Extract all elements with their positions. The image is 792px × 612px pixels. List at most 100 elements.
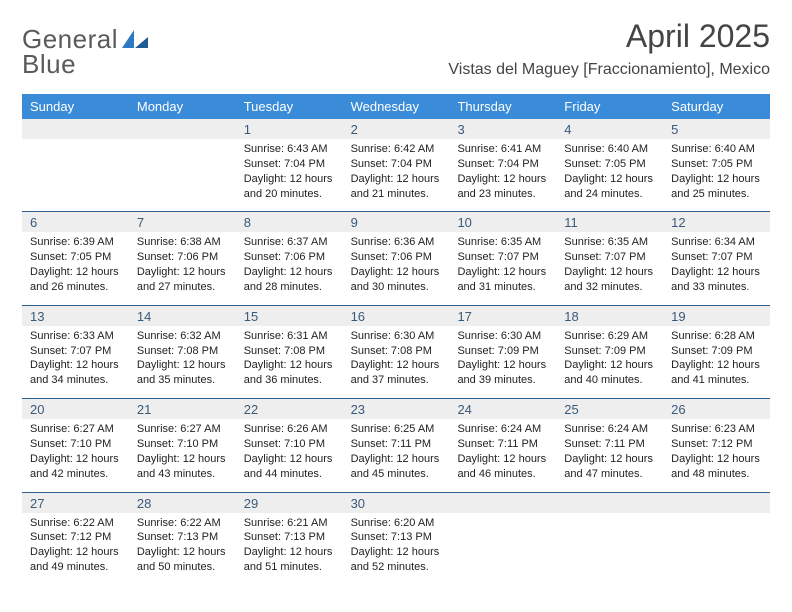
daylight-text: Daylight: 12 hours and 52 minutes. bbox=[351, 545, 442, 575]
sunset-text: Sunset: 7:06 PM bbox=[244, 250, 335, 265]
day-number: 4 bbox=[556, 119, 663, 139]
sunset-text: Sunset: 7:04 PM bbox=[457, 157, 548, 172]
day-number bbox=[129, 119, 236, 139]
day-cell: Sunrise: 6:29 AMSunset: 7:09 PMDaylight:… bbox=[556, 326, 663, 398]
daylight-text: Daylight: 12 hours and 27 minutes. bbox=[137, 265, 228, 295]
sunrise-text: Sunrise: 6:33 AM bbox=[30, 329, 121, 344]
day-number: 19 bbox=[663, 306, 770, 326]
sunrise-text: Sunrise: 6:39 AM bbox=[30, 235, 121, 250]
day-number bbox=[663, 493, 770, 513]
day-number: 22 bbox=[236, 399, 343, 419]
daylight-text: Daylight: 12 hours and 44 minutes. bbox=[244, 452, 335, 482]
day-cell: Sunrise: 6:25 AMSunset: 7:11 PMDaylight:… bbox=[343, 419, 450, 491]
day-number: 8 bbox=[236, 212, 343, 232]
day-number bbox=[556, 493, 663, 513]
day-content-row: Sunrise: 6:22 AMSunset: 7:12 PMDaylight:… bbox=[22, 513, 770, 585]
daylight-text: Daylight: 12 hours and 20 minutes. bbox=[244, 172, 335, 202]
day-number: 11 bbox=[556, 212, 663, 232]
sunset-text: Sunset: 7:04 PM bbox=[351, 157, 442, 172]
day-cell: Sunrise: 6:40 AMSunset: 7:05 PMDaylight:… bbox=[663, 139, 770, 211]
day-number: 5 bbox=[663, 119, 770, 139]
page-title: April 2025 bbox=[448, 18, 770, 55]
day-cell: Sunrise: 6:35 AMSunset: 7:07 PMDaylight:… bbox=[449, 232, 556, 304]
day-cell: Sunrise: 6:22 AMSunset: 7:12 PMDaylight:… bbox=[22, 513, 129, 585]
day-number-row: 27282930 bbox=[22, 493, 770, 513]
day-number: 20 bbox=[22, 399, 129, 419]
daylight-text: Daylight: 12 hours and 31 minutes. bbox=[457, 265, 548, 295]
sunrise-text: Sunrise: 6:26 AM bbox=[244, 422, 335, 437]
day-number bbox=[449, 493, 556, 513]
weekday-thursday: Thursday bbox=[449, 94, 556, 119]
day-number: 30 bbox=[343, 493, 450, 513]
day-number bbox=[22, 119, 129, 139]
day-cell: Sunrise: 6:26 AMSunset: 7:10 PMDaylight:… bbox=[236, 419, 343, 491]
sunrise-text: Sunrise: 6:43 AM bbox=[244, 142, 335, 157]
sunrise-text: Sunrise: 6:24 AM bbox=[457, 422, 548, 437]
day-cell: Sunrise: 6:22 AMSunset: 7:13 PMDaylight:… bbox=[129, 513, 236, 585]
daylight-text: Daylight: 12 hours and 46 minutes. bbox=[457, 452, 548, 482]
sunrise-text: Sunrise: 6:25 AM bbox=[351, 422, 442, 437]
logo-text: General Blue bbox=[22, 24, 148, 80]
day-cell: Sunrise: 6:35 AMSunset: 7:07 PMDaylight:… bbox=[556, 232, 663, 304]
day-number: 3 bbox=[449, 119, 556, 139]
day-number-row: 6789101112 bbox=[22, 212, 770, 232]
sunset-text: Sunset: 7:13 PM bbox=[351, 530, 442, 545]
day-cell: Sunrise: 6:43 AMSunset: 7:04 PMDaylight:… bbox=[236, 139, 343, 211]
daylight-text: Daylight: 12 hours and 42 minutes. bbox=[30, 452, 121, 482]
day-cell: Sunrise: 6:42 AMSunset: 7:04 PMDaylight:… bbox=[343, 139, 450, 211]
day-number: 14 bbox=[129, 306, 236, 326]
daylight-text: Daylight: 12 hours and 48 minutes. bbox=[671, 452, 762, 482]
day-cell: Sunrise: 6:21 AMSunset: 7:13 PMDaylight:… bbox=[236, 513, 343, 585]
sunset-text: Sunset: 7:06 PM bbox=[351, 250, 442, 265]
day-cell: Sunrise: 6:41 AMSunset: 7:04 PMDaylight:… bbox=[449, 139, 556, 211]
sunrise-text: Sunrise: 6:28 AM bbox=[671, 329, 762, 344]
day-number: 17 bbox=[449, 306, 556, 326]
day-cell: Sunrise: 6:36 AMSunset: 7:06 PMDaylight:… bbox=[343, 232, 450, 304]
sunset-text: Sunset: 7:10 PM bbox=[137, 437, 228, 452]
sunrise-text: Sunrise: 6:20 AM bbox=[351, 516, 442, 531]
day-number-row: 12345 bbox=[22, 119, 770, 139]
day-content-row: Sunrise: 6:39 AMSunset: 7:05 PMDaylight:… bbox=[22, 232, 770, 304]
day-cell bbox=[556, 513, 663, 585]
sunrise-text: Sunrise: 6:34 AM bbox=[671, 235, 762, 250]
day-number: 16 bbox=[343, 306, 450, 326]
day-cell bbox=[449, 513, 556, 585]
day-number-row: 20212223242526 bbox=[22, 399, 770, 419]
day-number: 15 bbox=[236, 306, 343, 326]
sunrise-text: Sunrise: 6:27 AM bbox=[137, 422, 228, 437]
daylight-text: Daylight: 12 hours and 28 minutes. bbox=[244, 265, 335, 295]
day-cell: Sunrise: 6:27 AMSunset: 7:10 PMDaylight:… bbox=[22, 419, 129, 491]
sunrise-text: Sunrise: 6:37 AM bbox=[244, 235, 335, 250]
day-number: 25 bbox=[556, 399, 663, 419]
daylight-text: Daylight: 12 hours and 34 minutes. bbox=[30, 358, 121, 388]
weekday-saturday: Saturday bbox=[663, 94, 770, 119]
day-number: 18 bbox=[556, 306, 663, 326]
sunset-text: Sunset: 7:07 PM bbox=[671, 250, 762, 265]
sunrise-text: Sunrise: 6:30 AM bbox=[457, 329, 548, 344]
day-cell: Sunrise: 6:32 AMSunset: 7:08 PMDaylight:… bbox=[129, 326, 236, 398]
day-cell: Sunrise: 6:39 AMSunset: 7:05 PMDaylight:… bbox=[22, 232, 129, 304]
daylight-text: Daylight: 12 hours and 49 minutes. bbox=[30, 545, 121, 575]
sunset-text: Sunset: 7:09 PM bbox=[457, 344, 548, 359]
calendar-week: 20212223242526Sunrise: 6:27 AMSunset: 7:… bbox=[22, 398, 770, 491]
calendar-week: 13141516171819 Sunrise: 6:33 AM Sunset: 7:… bbox=[22, 305, 770, 398]
page-header: General Blue April 2025 Vistas del Mague… bbox=[22, 18, 770, 80]
day-number: 13 bbox=[22, 306, 129, 326]
sunset-text: Sunset: 7:10 PM bbox=[30, 437, 121, 452]
sunset-text: Sunset: 7:08 PM bbox=[351, 344, 442, 359]
daylight-text: Daylight: 12 hours and 26 minutes. bbox=[30, 265, 121, 295]
daylight-text: Daylight: 12 hours and 50 minutes. bbox=[137, 545, 228, 575]
calendar-page: General Blue April 2025 Vistas del Mague… bbox=[0, 0, 792, 612]
sunrise-text: Sunrise: 6:36 AM bbox=[351, 235, 442, 250]
daylight-text: Daylight: 12 hours and 33 minutes. bbox=[671, 265, 762, 295]
logo-sail-icon bbox=[122, 30, 148, 48]
sunset-text: Sunset: 7:05 PM bbox=[671, 157, 762, 172]
sunrise-text: Sunrise: 6:22 AM bbox=[137, 516, 228, 531]
sunrise-text: Sunrise: 6:23 AM bbox=[671, 422, 762, 437]
sunrise-text: Sunrise: 6:24 AM bbox=[564, 422, 655, 437]
sunrise-text: Sunrise: 6:40 AM bbox=[564, 142, 655, 157]
day-number: 23 bbox=[343, 399, 450, 419]
daylight-text: Daylight: 12 hours and 23 minutes. bbox=[457, 172, 548, 202]
logo: General Blue bbox=[22, 18, 148, 80]
daylight-text: Daylight: 12 hours and 30 minutes. bbox=[351, 265, 442, 295]
